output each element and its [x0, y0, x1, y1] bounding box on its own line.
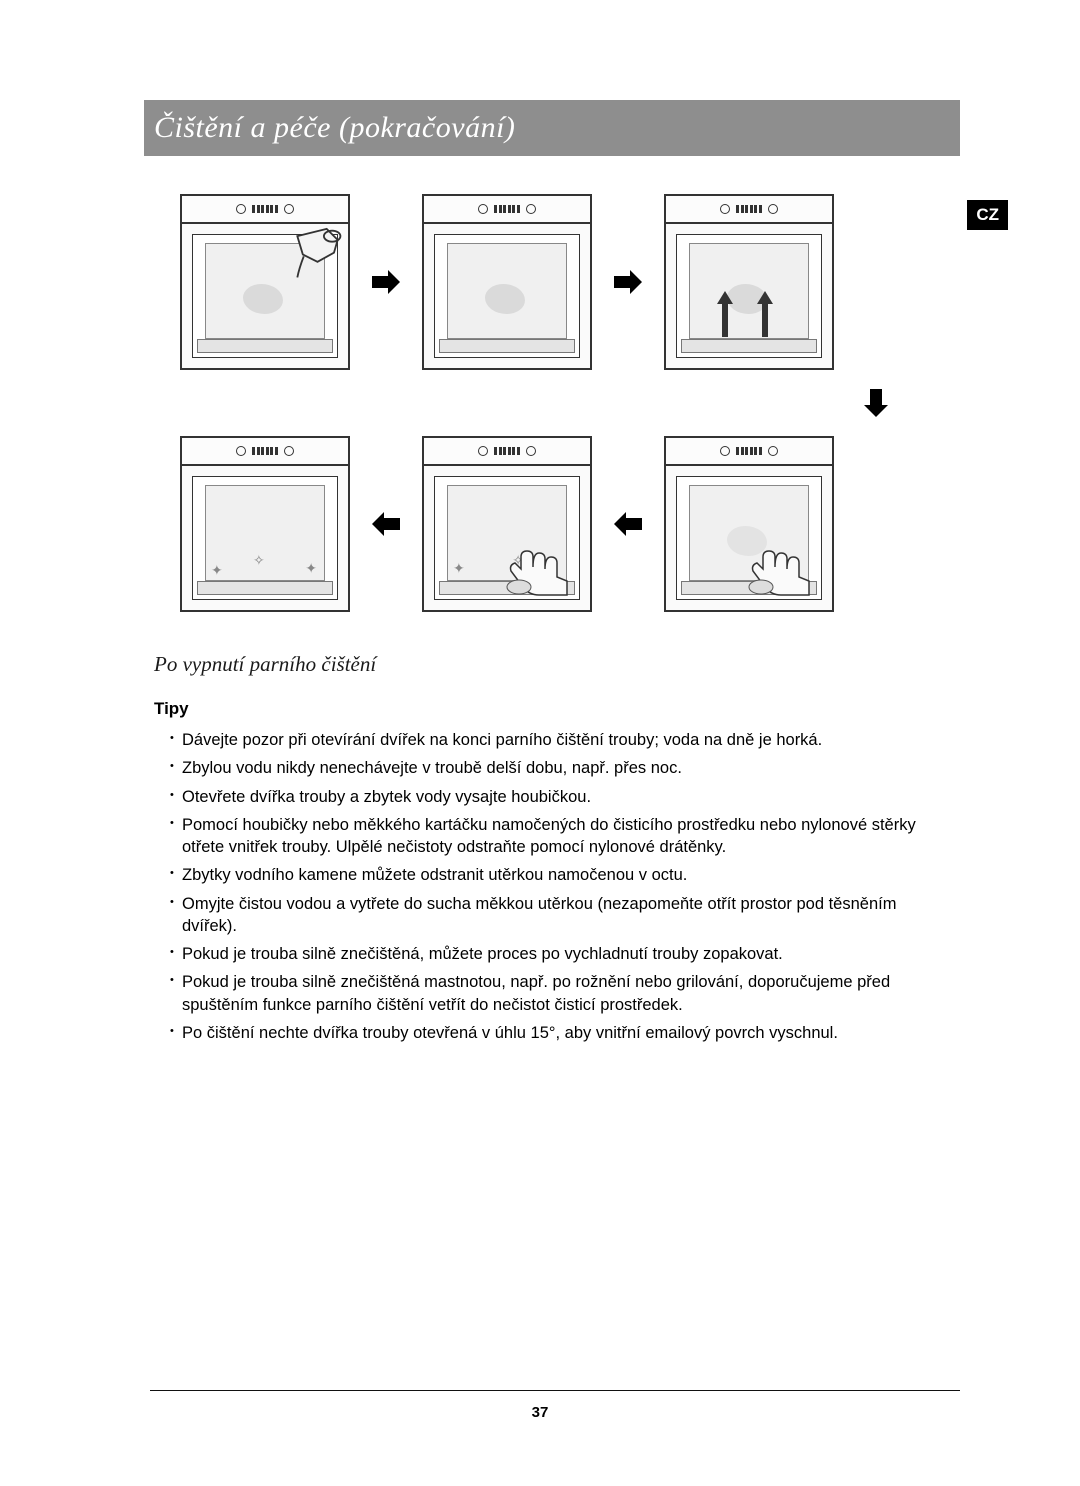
arrow-right-icon: [370, 266, 402, 298]
section-subtitle: Po vypnutí parního čištění: [154, 652, 960, 677]
tip-item: Po čištění nechte dvířka trouby otevřená…: [170, 1022, 950, 1044]
tip-item: Otevřete dvířka trouby a zbytek vody vys…: [170, 786, 950, 808]
page-number: 37: [0, 1404, 1080, 1421]
tip-item: Zbytky vodního kamene můžete odstranit u…: [170, 864, 950, 886]
oven-step-2: [422, 194, 592, 370]
arrow-right-icon: [612, 266, 644, 298]
oven-step-3: [664, 194, 834, 370]
manual-page: Čištění a péče (pokračování) CZ: [0, 0, 1080, 1486]
tips-heading: Tipy: [154, 699, 960, 719]
tip-item: Dávejte pozor při otevírání dvířek na ko…: [170, 729, 950, 751]
oven-control-panel: [182, 196, 348, 224]
hand-wiping-icon: [499, 547, 569, 597]
pitcher-icon: [290, 227, 345, 282]
diagram-grid: ✦ ✧ ✦ ✦ ✧: [180, 194, 960, 612]
hand-wiping-icon: [741, 547, 811, 597]
page-title: Čištění a péče (pokračování): [154, 111, 515, 145]
tips-list: Dávejte pozor při otevírání dvířek na ko…: [170, 729, 960, 1044]
diagram-arrow-down-row: [180, 392, 960, 414]
arrow-left-icon: [612, 508, 644, 540]
tip-item: Pokud je trouba silně znečištěná mastnot…: [170, 971, 950, 1016]
diagram-row-bottom: ✦ ✧ ✦ ✦ ✧: [180, 436, 960, 612]
arrow-left-icon: [370, 508, 402, 540]
steam-arrows-icon: [707, 289, 787, 339]
tip-item: Zbylou vodu nikdy nenechávejte v troubě …: [170, 757, 950, 779]
oven-step-4: [664, 436, 834, 612]
language-tab: CZ: [967, 200, 1008, 230]
diagram-row-top: [180, 194, 960, 370]
footer-rule: [150, 1390, 960, 1391]
tip-item: Pomocí houbičky nebo měkkého kartáčku na…: [170, 814, 950, 859]
oven-step-6: ✦ ✧ ✦: [180, 436, 350, 612]
oven-step-1: [180, 194, 350, 370]
oven-step-5: ✦ ✧: [422, 436, 592, 612]
tip-item: Omyjte čistou vodou a vytřete do sucha m…: [170, 893, 950, 938]
title-bar: Čištění a péče (pokračování): [144, 100, 960, 156]
tip-item: Pokud je trouba silně znečištěná, můžete…: [170, 943, 950, 965]
arrow-down-icon: [860, 387, 892, 419]
